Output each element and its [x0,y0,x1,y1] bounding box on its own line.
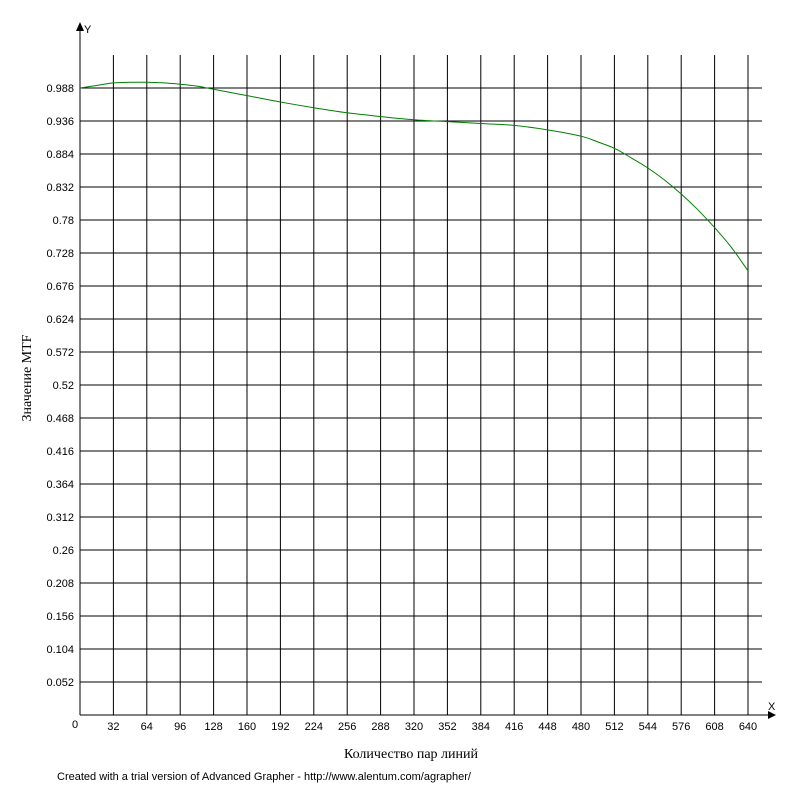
y-tick-label: 0.624 [46,314,74,326]
x-tick-label: 192 [271,721,289,733]
x-tick-label: 64 [141,721,153,733]
y-axis-title: Значение MTF [20,334,35,421]
x-tick-label: 96 [174,721,186,733]
x-tick-label: 128 [204,721,222,733]
x-tick-label: 576 [672,721,690,733]
y-tick-label: 0.884 [46,149,74,161]
y-axis-letter: Y [84,24,92,36]
x-tick-label: 512 [605,721,623,733]
y-tick-label: 0.832 [46,182,74,194]
x-tick-label: 448 [538,721,556,733]
x-axis-title: Количество пар линий [344,747,479,762]
y-tick-label: 0.728 [46,248,74,260]
axes [76,22,776,719]
x-tick-label: 384 [472,721,490,733]
series-layer [79,81,749,272]
y-tick-label: 0.208 [46,578,74,590]
y-tick-labels: 0.052 0.104 0.156 0.208 0.26 0.312 0.364 0.416 0… [46,83,74,689]
grid-lines [80,55,762,715]
y-tick-label: 0.936 [46,116,74,128]
x-tick-label: 288 [371,721,389,733]
y-tick-label: 0.312 [46,512,74,524]
x-tick-labels: 32 64 96 128 160 192 224 256 288 320 352 384 416 448 4… [107,721,757,733]
x-axis-letter: X [768,701,776,713]
x-tick-label: 160 [238,721,256,733]
x-axis-arrow [768,711,776,719]
x-tick-label: 224 [305,721,323,733]
x-tick-label: 320 [405,721,423,733]
y-tick-label: 0.156 [46,611,74,623]
x-tick-label: 608 [705,721,723,733]
y-tick-label: 0.364 [46,479,74,491]
y-tick-label: 0.468 [46,413,74,425]
y-tick-label: 0.676 [46,281,74,293]
x-tick-label: 416 [505,721,523,733]
origin-label: 0 [72,719,78,731]
y-tick-label: 0.572 [46,347,74,359]
x-tick-label: 32 [107,721,119,733]
y-tick-label: 0.104 [46,644,74,656]
y-axis-arrow [76,22,84,31]
x-tick-label: 352 [438,721,456,733]
x-tick-label: 640 [739,721,757,733]
y-tick-label: 0.988 [46,83,74,95]
x-tick-label: 544 [639,721,657,733]
x-tick-label: 256 [338,721,356,733]
y-tick-label: 0.52 [53,380,74,392]
mtf-series-line [79,81,749,272]
y-tick-label: 0.416 [46,446,74,458]
y-tick-label: 0.78 [53,215,74,227]
x-tick-label: 480 [572,721,590,733]
trial-credit-text: Created with a trial version of Advanced… [57,771,471,783]
y-tick-label: 0.26 [53,545,74,557]
y-tick-label: 0.052 [46,677,74,689]
